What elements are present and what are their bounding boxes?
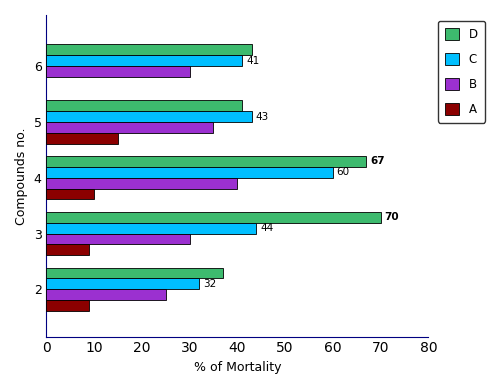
- Bar: [46, 100, 242, 111]
- Bar: [46, 133, 118, 144]
- Bar: [46, 55, 242, 66]
- Text: 32: 32: [203, 279, 216, 289]
- Bar: [46, 178, 238, 189]
- Bar: [46, 233, 190, 244]
- Bar: [46, 122, 213, 133]
- Bar: [46, 66, 190, 77]
- Text: 44: 44: [260, 223, 274, 233]
- Bar: [46, 156, 366, 167]
- Bar: [46, 279, 199, 289]
- Text: 67: 67: [370, 156, 384, 166]
- Bar: [46, 244, 90, 255]
- Text: 60: 60: [336, 167, 350, 177]
- Bar: [46, 212, 380, 223]
- Bar: [46, 189, 94, 200]
- Text: 41: 41: [246, 56, 259, 66]
- Legend: D, C, B, A: D, C, B, A: [438, 21, 485, 123]
- Bar: [46, 223, 256, 233]
- Bar: [46, 44, 252, 55]
- Bar: [46, 167, 333, 178]
- Bar: [46, 300, 90, 311]
- Bar: [46, 111, 252, 122]
- Y-axis label: Compounds no.: Compounds no.: [15, 127, 28, 224]
- Bar: [46, 289, 166, 300]
- Text: 43: 43: [256, 112, 269, 121]
- Bar: [46, 268, 223, 279]
- X-axis label: % of Mortality: % of Mortality: [194, 361, 281, 374]
- Text: 70: 70: [384, 212, 399, 222]
